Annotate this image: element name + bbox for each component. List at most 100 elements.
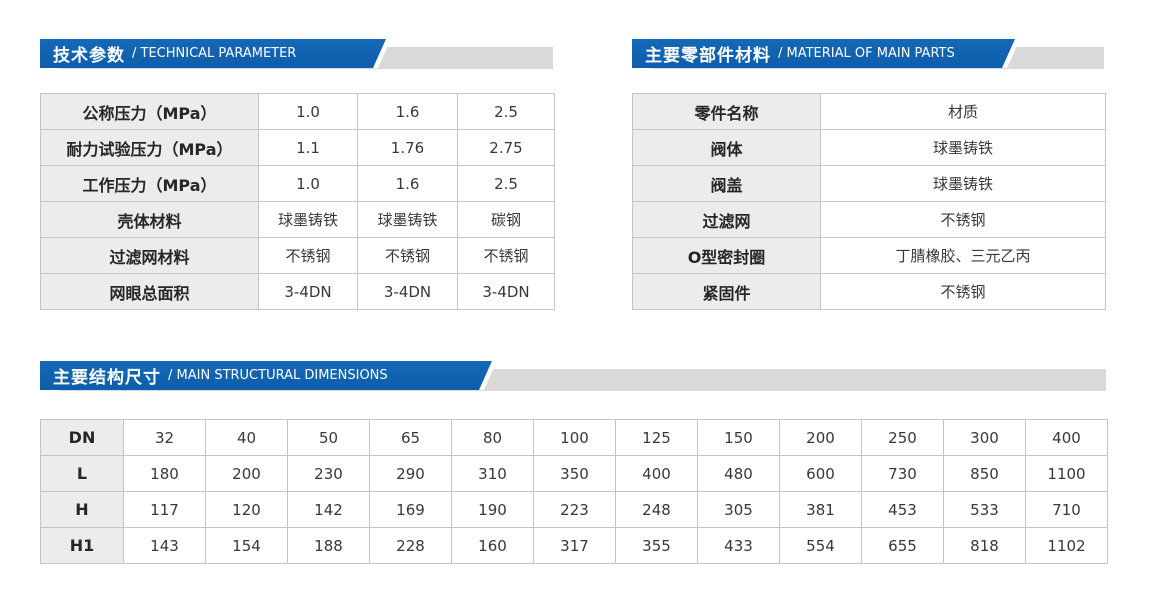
value-cell: 117	[123, 491, 206, 528]
row-label-cell: 壳体材料	[40, 201, 259, 238]
value-cell: 230	[287, 455, 370, 492]
row-label-cell: 网眼总面积	[40, 273, 259, 310]
section-title-zh: 主要零部件材料	[645, 46, 771, 66]
value-cell: 不锈钢	[820, 273, 1106, 310]
value-cell: 1.6	[357, 93, 458, 130]
row-label-cell: 耐力试验压力（MPa）	[40, 129, 259, 166]
value-cell: 不锈钢	[457, 237, 555, 274]
value-cell: 223	[533, 491, 616, 528]
value-cell: 1.76	[357, 129, 458, 166]
header-title-plate: 主要结构尺寸 / MAIN STRUCTURAL DIMENSIONS	[40, 361, 492, 390]
value-cell: 533	[943, 491, 1026, 528]
section-header-materials: 主要零部件材料 / MATERIAL OF MAIN PARTS	[632, 39, 1104, 70]
row-label-cell: H	[40, 491, 124, 528]
value-cell: 1.1	[258, 129, 358, 166]
section-header-dimensions: 主要结构尺寸 / MAIN STRUCTURAL DIMENSIONS	[40, 361, 1106, 392]
technical-table: 公称压力（MPa） 1.0 1.6 2.5 耐力试验压力（MPa） 1.1 1.76 2.75…	[40, 93, 555, 310]
value-cell: 3-4DN	[357, 273, 458, 310]
value-cell: 160	[451, 527, 534, 564]
table-row: 零件名称 材质	[632, 93, 1106, 130]
value-cell: 305	[697, 491, 780, 528]
value-cell: 不锈钢	[820, 201, 1106, 238]
table-row: 耐力试验压力（MPa） 1.1 1.76 2.75	[40, 129, 555, 166]
value-cell: 2.5	[457, 93, 555, 130]
value-cell: 188	[287, 527, 370, 564]
value-cell: 453	[861, 491, 944, 528]
value-cell: 不锈钢	[258, 237, 358, 274]
value-cell: 碳钢	[457, 201, 555, 238]
table-row: 壳体材料 球墨铸铁 球墨铸铁 碳钢	[40, 201, 555, 238]
table-row: L 180 200 230 290 310 350 400 480 600 730 850 1100	[40, 455, 1108, 492]
table-row: 阀体 球墨铸铁	[632, 129, 1106, 166]
value-cell: 400	[1025, 419, 1108, 456]
table-row: 公称压力（MPa） 1.0 1.6 2.5	[40, 93, 555, 130]
value-cell: 1.0	[258, 93, 358, 130]
value-cell: 球墨铸铁	[820, 129, 1106, 166]
section-title-zh: 技术参数	[53, 46, 125, 66]
row-label-cell: 过滤网	[632, 201, 821, 238]
value-cell: 655	[861, 527, 944, 564]
table-row: O型密封圈 丁腈橡胶、三元乙丙	[632, 237, 1106, 274]
value-cell: 200	[205, 455, 288, 492]
materials-table: 零件名称 材质 阀体 球墨铸铁 阀盖 球墨铸铁 过滤网 不锈钢 O型密封圈 丁腈橡胶、三元乙丙 紧固…	[632, 93, 1106, 310]
row-label-cell: 阀体	[632, 129, 821, 166]
row-label-cell: 工作压力（MPa）	[40, 165, 259, 202]
value-cell: 190	[451, 491, 534, 528]
value-cell: 355	[615, 527, 698, 564]
value-cell: 2.75	[457, 129, 555, 166]
value-cell: 200	[779, 419, 862, 456]
row-label-cell: 阀盖	[632, 165, 821, 202]
value-cell: 球墨铸铁	[357, 201, 458, 238]
table-row: 紧固件 不锈钢	[632, 273, 1106, 310]
value-cell: 169	[369, 491, 452, 528]
value-cell: 100	[533, 419, 616, 456]
value-cell: 248	[615, 491, 698, 528]
value-cell: 材质	[820, 93, 1106, 130]
value-cell: 310	[451, 455, 534, 492]
value-cell: 710	[1025, 491, 1108, 528]
value-cell: 850	[943, 455, 1026, 492]
value-cell: 球墨铸铁	[258, 201, 358, 238]
value-cell: 1102	[1025, 527, 1108, 564]
row-label-cell: H1	[40, 527, 124, 564]
value-cell: 350	[533, 455, 616, 492]
section-title-en: / MATERIAL OF MAIN PARTS	[778, 46, 955, 61]
value-cell: 1100	[1025, 455, 1108, 492]
header-title-plate: 主要零部件材料 / MATERIAL OF MAIN PARTS	[632, 39, 1015, 68]
value-cell: 1.6	[357, 165, 458, 202]
table-row: 过滤网 不锈钢	[632, 201, 1106, 238]
dimensions-table: DN 32 40 50 65 80 100 125 150 200 250 300 400 L 180 200…	[40, 419, 1108, 564]
header-title-plate: 技术参数 / TECHNICAL PARAMETER	[40, 39, 386, 68]
value-cell: 不锈钢	[357, 237, 458, 274]
section-title-en: / TECHNICAL PARAMETER	[132, 46, 297, 61]
table-row: H 117 120 142 169 190 223 248 305 381 453 533 710	[40, 491, 1108, 528]
table-row: DN 32 40 50 65 80 100 125 150 200 250 300 400	[40, 419, 1108, 456]
table-row: 网眼总面积 3-4DN 3-4DN 3-4DN	[40, 273, 555, 310]
row-label-cell: 紧固件	[632, 273, 821, 310]
value-cell: 150	[697, 419, 780, 456]
value-cell: 600	[779, 455, 862, 492]
value-cell: 40	[205, 419, 288, 456]
value-cell: 400	[615, 455, 698, 492]
value-cell: 80	[451, 419, 534, 456]
value-cell: 818	[943, 527, 1026, 564]
value-cell: 250	[861, 419, 944, 456]
value-cell: 球墨铸铁	[820, 165, 1106, 202]
value-cell: 317	[533, 527, 616, 564]
table-row: H1 143 154 188 228 160 317 355 433 554 655 818 1102	[40, 527, 1108, 564]
value-cell: 300	[943, 419, 1026, 456]
row-label-cell: L	[40, 455, 124, 492]
value-cell: 554	[779, 527, 862, 564]
value-cell: 142	[287, 491, 370, 528]
row-label-cell: 公称压力（MPa）	[40, 93, 259, 130]
table-row: 阀盖 球墨铸铁	[632, 165, 1106, 202]
section-header-technical: 技术参数 / TECHNICAL PARAMETER	[40, 39, 553, 70]
value-cell: 1.0	[258, 165, 358, 202]
value-cell: 65	[369, 419, 452, 456]
value-cell: 290	[369, 455, 452, 492]
value-cell: 120	[205, 491, 288, 528]
value-cell: 125	[615, 419, 698, 456]
value-cell: 228	[369, 527, 452, 564]
value-cell: 3-4DN	[258, 273, 358, 310]
value-cell: 2.5	[457, 165, 555, 202]
